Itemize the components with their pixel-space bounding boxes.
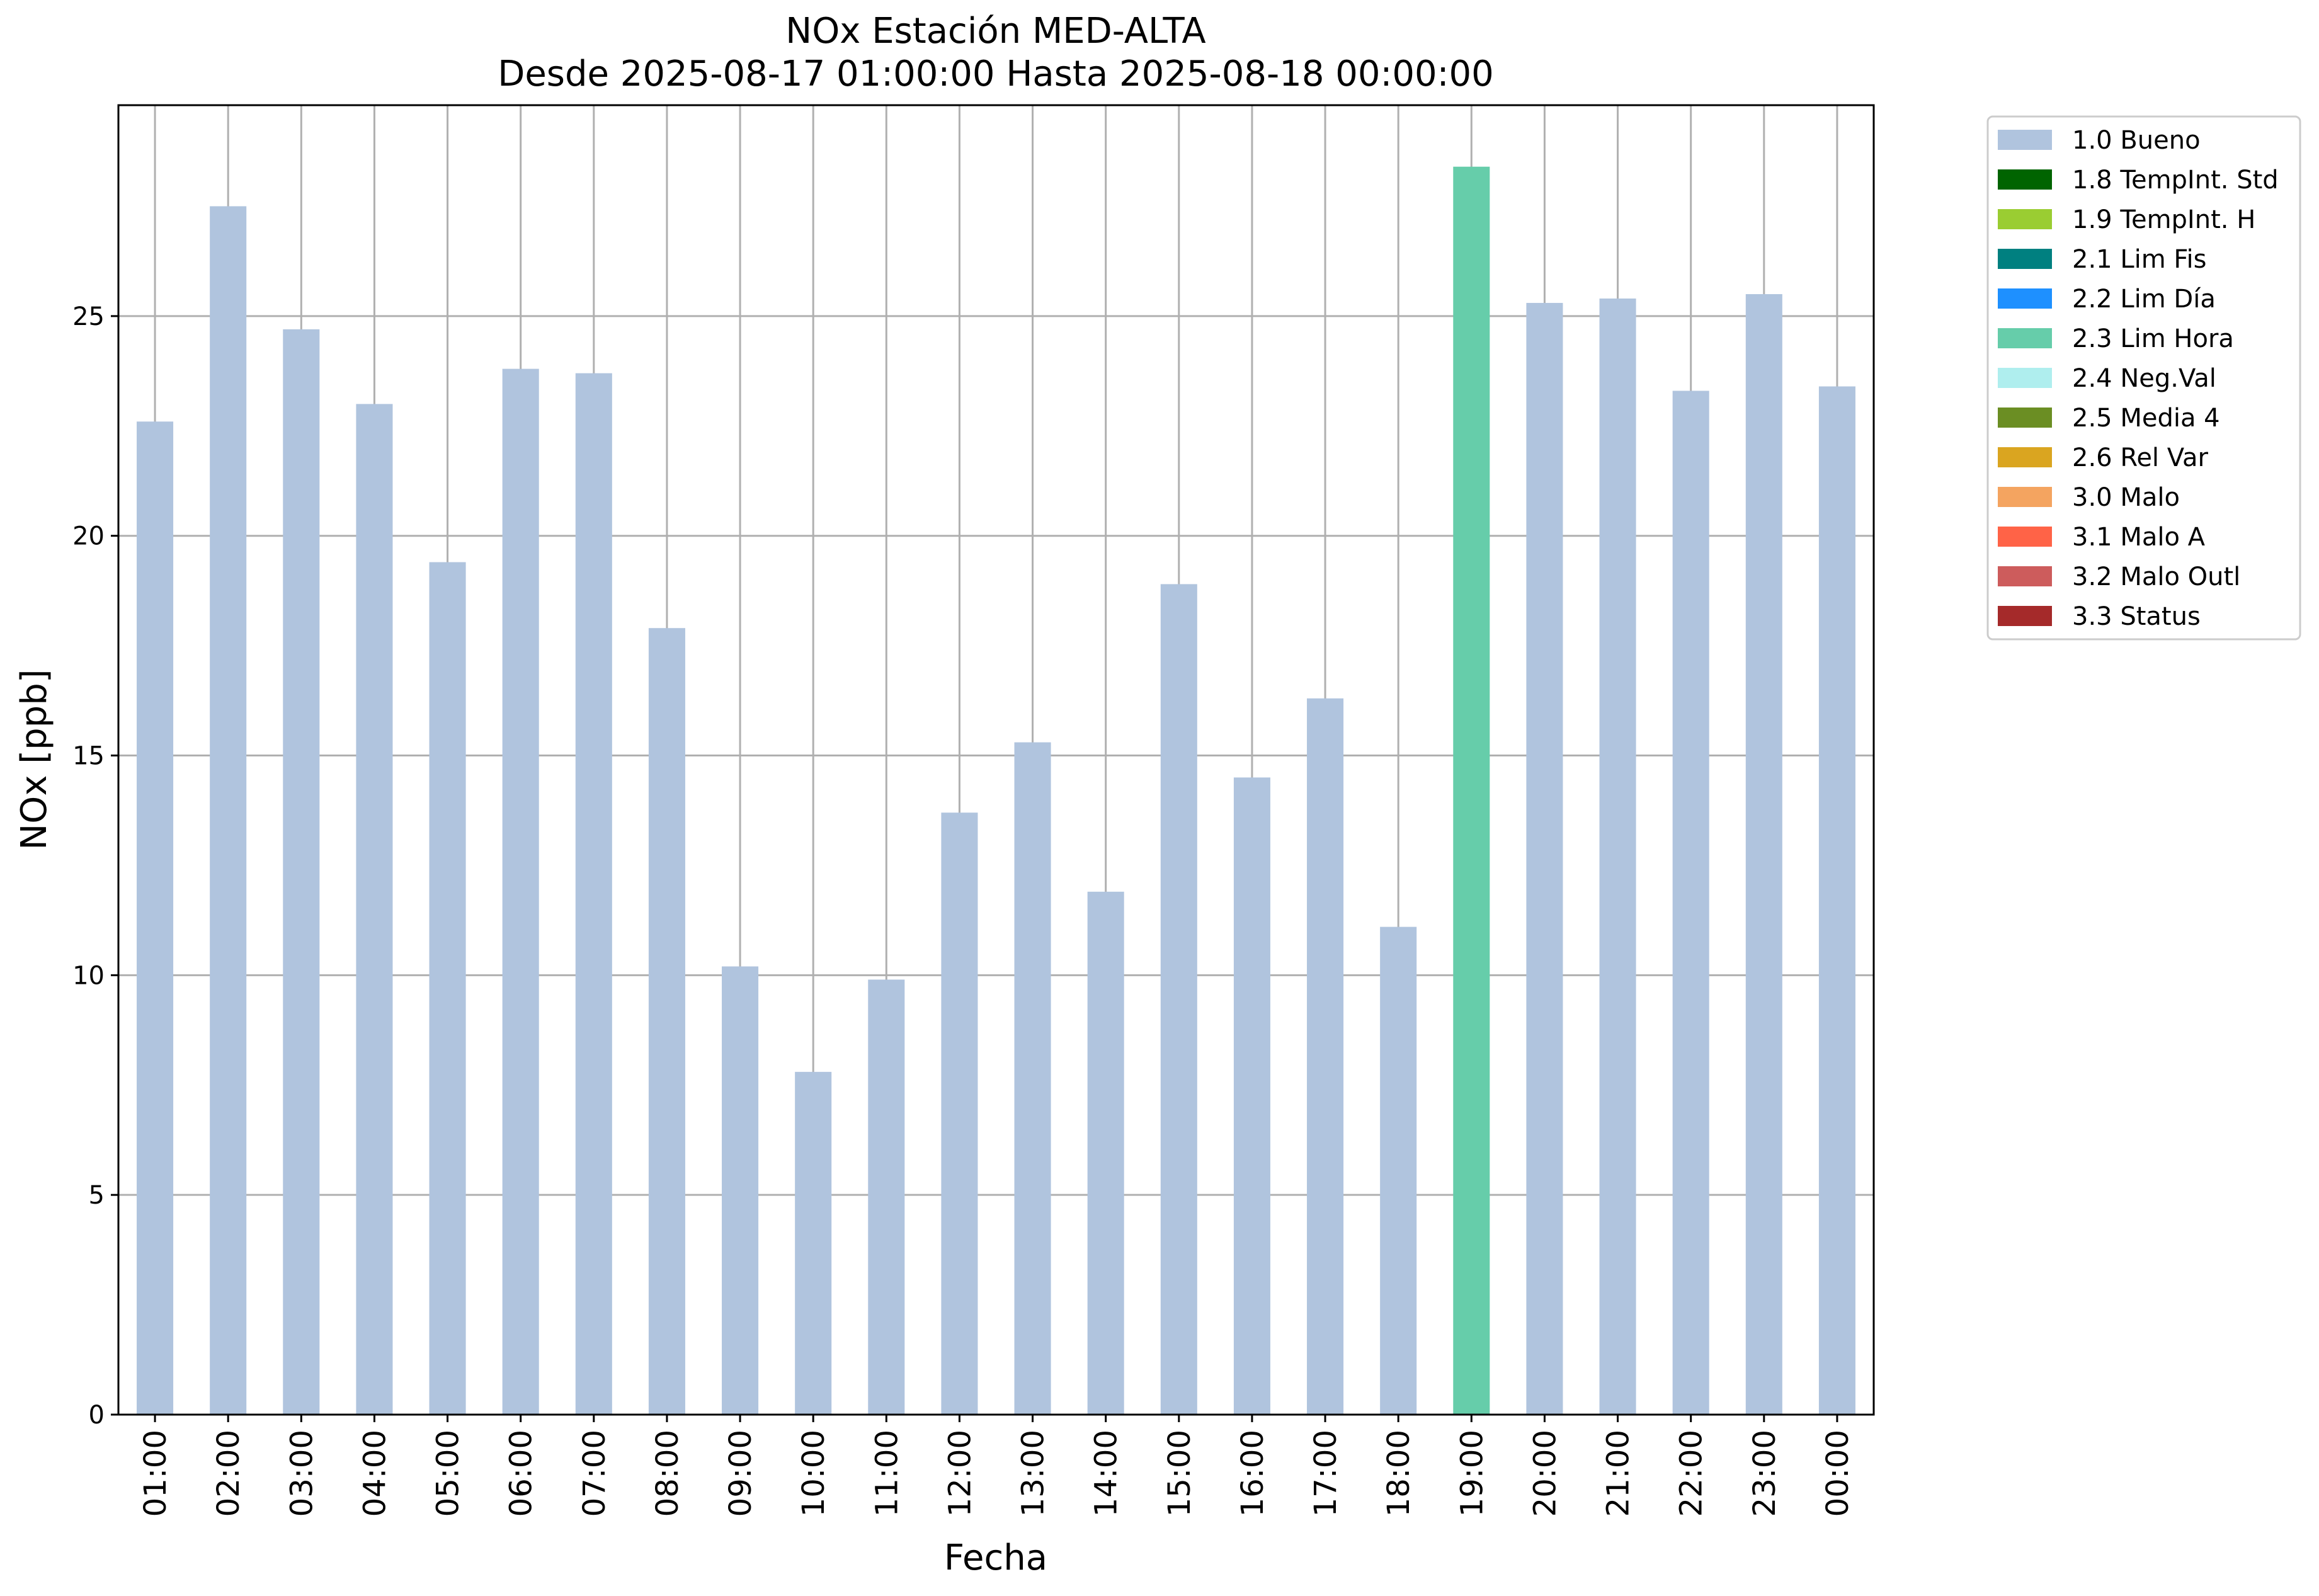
x-tick-label: 10:00	[796, 1430, 831, 1517]
x-tick-label: 23:00	[1747, 1430, 1782, 1517]
bar-1000	[795, 1071, 832, 1415]
x-tick-label: 09:00	[723, 1430, 758, 1517]
legend-swatch	[1998, 368, 2052, 388]
bars	[137, 166, 1855, 1415]
x-tick-label: 12:00	[942, 1430, 977, 1517]
bar-2300	[1745, 294, 1782, 1415]
bar-0500	[429, 562, 466, 1415]
bar-0000	[1818, 386, 1855, 1415]
bar-0100	[137, 421, 174, 1415]
legend: 1.0 Bueno 1.8 TempInt. Std 1.9 TempInt. H 2…	[1986, 115, 2301, 641]
bar-0400	[356, 404, 393, 1415]
legend-label: 2.4 Neg.Val	[2072, 364, 2216, 393]
legend-swatch	[1998, 487, 2052, 507]
legend-label: 2.1 Lim Fis	[2072, 245, 2206, 274]
bar-1700	[1307, 698, 1344, 1415]
x-tick-label: 15:00	[1162, 1430, 1197, 1517]
bar-0800	[648, 628, 685, 1415]
bar-1200	[941, 812, 978, 1415]
bar-1800	[1380, 926, 1417, 1415]
legend-label: 2.6 Rel Var	[2072, 443, 2209, 472]
bar-2200	[1672, 390, 1709, 1415]
y-ticks: 0 5 10 15 20 25	[72, 302, 118, 1430]
x-tick-label: 07:00	[577, 1430, 612, 1517]
y-tick-label: 25	[72, 302, 105, 331]
bar-2000	[1526, 302, 1563, 1415]
bar-0900	[722, 966, 759, 1415]
legend-swatch	[1998, 130, 2052, 150]
x-tick-label: 03:00	[284, 1430, 319, 1517]
x-tick-label: 21:00	[1601, 1430, 1636, 1517]
x-tick-label: 01:00	[138, 1430, 173, 1517]
bar-0600	[502, 368, 539, 1415]
x-tick-label: 13:00	[1016, 1430, 1051, 1517]
y-axis-label: NOx [ppb]	[14, 669, 55, 850]
y-tick-label: 5	[89, 1181, 105, 1210]
legend-label: 1.8 TempInt. Std	[2072, 166, 2279, 195]
x-ticks: 01:00 02:00 03:00 04:00 05:00 06:00 07:00 08:00…	[138, 1415, 1855, 1517]
legend-label: 2.3 Lim Hora	[2072, 324, 2234, 353]
legend-label: 3.3 Status	[2072, 602, 2201, 631]
y-tick-label: 20	[72, 522, 105, 551]
x-tick-label: 08:00	[650, 1430, 685, 1517]
x-tick-label: 19:00	[1454, 1430, 1490, 1517]
bar-1500	[1160, 584, 1197, 1415]
bar-0300	[283, 329, 320, 1415]
legend-swatch	[1998, 288, 2052, 309]
legend-label: 2.2 Lim Día	[2072, 285, 2216, 314]
x-tick-label: 18:00	[1381, 1430, 1416, 1517]
x-tick-label: 02:00	[211, 1430, 246, 1517]
x-tick-label: 11:00	[869, 1430, 904, 1517]
bar-2100	[1599, 298, 1636, 1415]
bar-1300	[1014, 742, 1051, 1415]
legend-swatch	[1998, 447, 2052, 467]
legend-swatch	[1998, 169, 2052, 190]
y-tick-label: 15	[72, 742, 105, 771]
legend-swatch	[1998, 566, 2052, 586]
x-tick-label: 16:00	[1235, 1430, 1270, 1517]
legend-swatch	[1998, 209, 2052, 229]
x-tick-label: 00:00	[1820, 1430, 1855, 1517]
y-tick-label: 0	[89, 1401, 105, 1430]
legend-label: 1.0 Bueno	[2072, 126, 2201, 155]
legend-swatch	[1998, 606, 2052, 626]
x-tick-label: 05:00	[431, 1430, 466, 1517]
x-tick-label: 04:00	[357, 1430, 392, 1517]
legend-label: 3.2 Malo Outl	[2072, 562, 2240, 591]
legend-swatch	[1998, 249, 2052, 269]
legend-label: 3.1 Malo A	[2072, 523, 2206, 552]
bar-0700	[575, 373, 612, 1415]
chart-subtitle: Desde 2025-08-17 01:00:00 Hasta 2025-08-…	[498, 54, 1494, 94]
bar-1400	[1087, 891, 1124, 1415]
plot-frame	[117, 104, 1875, 1416]
x-axis-label: Fecha	[944, 1537, 1047, 1578]
x-tick-label: 14:00	[1089, 1430, 1124, 1517]
legend-swatch	[1998, 527, 2052, 547]
chart-title: NOx Estación MED-ALTA	[785, 11, 1205, 52]
x-tick-label: 06:00	[504, 1430, 539, 1517]
bar-1100	[868, 979, 905, 1415]
bar-0200	[210, 206, 247, 1415]
legend-label: 2.5 Media 4	[2072, 404, 2220, 433]
x-tick-label: 17:00	[1308, 1430, 1343, 1517]
legend-swatch	[1998, 408, 2052, 428]
bar-1600	[1233, 777, 1270, 1415]
x-tick-label: 20:00	[1527, 1430, 1563, 1517]
y-tick-label: 10	[72, 961, 105, 990]
legend-label: 3.0 Malo	[2072, 483, 2180, 512]
legend-swatch	[1998, 328, 2052, 348]
legend-label: 1.9 TempInt. H	[2072, 205, 2255, 234]
legend-frame	[1986, 115, 2301, 641]
x-tick-label: 22:00	[1674, 1430, 1709, 1517]
bar-1900	[1453, 166, 1490, 1415]
